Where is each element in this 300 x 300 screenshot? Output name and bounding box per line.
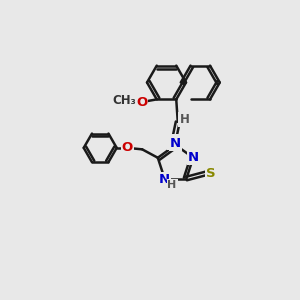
Text: S: S <box>206 167 215 180</box>
Text: H: H <box>167 180 177 190</box>
Text: O: O <box>136 96 147 109</box>
Text: H: H <box>179 113 189 126</box>
Text: N: N <box>168 136 179 148</box>
Text: O: O <box>122 141 133 154</box>
Text: N: N <box>170 137 181 150</box>
Text: N: N <box>188 151 200 164</box>
Text: N: N <box>159 172 170 186</box>
Text: CH₃: CH₃ <box>113 94 136 107</box>
